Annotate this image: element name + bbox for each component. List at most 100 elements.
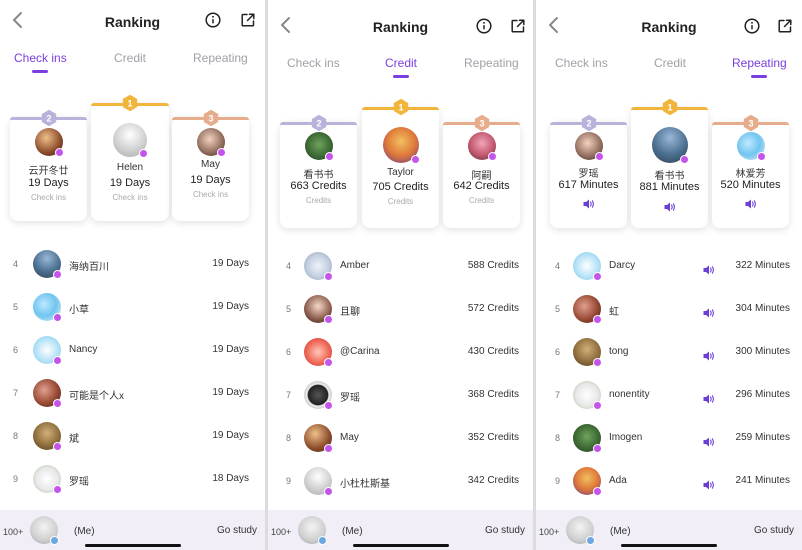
svg-text:1: 1 xyxy=(127,98,132,108)
share-icon[interactable] xyxy=(777,18,793,34)
list-item[interactable]: 7 可能是个人x 19 Days xyxy=(0,373,265,413)
avatar[interactable] xyxy=(573,381,602,410)
avatar[interactable] xyxy=(573,295,602,324)
podium-subtitle: Credits xyxy=(387,197,414,206)
back-chevron-icon[interactable] xyxy=(8,10,28,30)
tab-credit[interactable]: Credit xyxy=(114,51,147,65)
podium-name: Helen xyxy=(116,162,144,173)
avatar[interactable] xyxy=(33,250,62,279)
speaker-icon[interactable] xyxy=(703,305,715,318)
rank-number: 9 xyxy=(555,476,561,486)
tab-check-ins[interactable]: Check ins xyxy=(555,56,608,70)
list-item[interactable]: 6 Nancy 19 Days xyxy=(0,330,265,370)
speaker-icon[interactable] xyxy=(583,196,595,209)
podium-value: 19 Days xyxy=(28,177,69,189)
speaker-icon[interactable] xyxy=(703,348,715,361)
avatar[interactable] xyxy=(304,467,333,496)
speaker-icon[interactable] xyxy=(664,199,676,212)
avatar[interactable] xyxy=(304,252,333,281)
tab-check-ins[interactable]: Check ins xyxy=(14,51,67,65)
avatar[interactable] xyxy=(33,379,62,408)
list-item[interactable]: 5 虹 304 Minutes xyxy=(536,289,802,329)
info-icon[interactable] xyxy=(744,18,760,34)
speaker-icon[interactable] xyxy=(703,391,715,404)
podium-card-rank-1[interactable]: 1 Taylor 705 Credits Credits xyxy=(362,98,439,228)
list-item[interactable]: 5 小草 19 Days xyxy=(0,287,265,327)
tab-repeating[interactable]: Repeating xyxy=(464,56,519,70)
list-item[interactable]: 8 Imogen 259 Minutes xyxy=(536,418,802,458)
tab-check-ins[interactable]: Check ins xyxy=(287,56,340,70)
podium-card-rank-2[interactable]: 2 云开冬廿 19 Days Check ins xyxy=(10,109,87,221)
share-icon[interactable] xyxy=(510,18,526,34)
rank-number: 6 xyxy=(13,345,19,355)
my-avatar[interactable] xyxy=(298,516,327,545)
podium-card-rank-3[interactable]: 3 May 19 Days Check ins xyxy=(172,109,249,221)
rank-value: 304 Minutes xyxy=(735,303,790,314)
podium-card-rank-1[interactable]: 1 看书书 881 Minutes xyxy=(631,98,708,228)
podium-card-rank-1[interactable]: 1 Helen 19 Days Check ins xyxy=(91,94,169,221)
my-avatar[interactable] xyxy=(566,516,595,545)
tab-credit[interactable]: Credit xyxy=(654,56,687,70)
avatar[interactable] xyxy=(304,338,333,367)
podium-card-rank-2[interactable]: 2 罗瑶 617 Minutes xyxy=(550,114,627,228)
avatar[interactable] xyxy=(33,293,62,322)
speaker-icon[interactable] xyxy=(703,262,715,275)
list-item[interactable]: 8 May 352 Credits xyxy=(268,418,533,458)
list-item[interactable]: 6 @Carina 430 Credits xyxy=(268,332,533,372)
list-item[interactable]: 7 罗瑶 368 Credits xyxy=(268,375,533,415)
go-study-button[interactable]: Go study xyxy=(216,525,257,536)
speaker-icon[interactable] xyxy=(703,434,715,447)
tab-repeating[interactable]: Repeating xyxy=(732,56,787,70)
user-name: tong xyxy=(609,346,629,357)
member-badge-icon xyxy=(324,152,334,161)
list-item[interactable]: 9 小杜杜斯基 342 Credits xyxy=(268,461,533,501)
list-item[interactable]: 7 nonentity 296 Minutes xyxy=(536,375,802,415)
back-chevron-icon[interactable] xyxy=(276,15,296,35)
list-item[interactable]: 6 tong 300 Minutes xyxy=(536,332,802,372)
member-badge-icon xyxy=(53,356,62,365)
share-icon[interactable] xyxy=(240,12,256,28)
rank-number: 4 xyxy=(286,261,292,271)
member-badge-icon xyxy=(318,536,327,545)
my-avatar[interactable] xyxy=(30,516,59,545)
medal-icon: 1 xyxy=(392,98,410,116)
avatar[interactable] xyxy=(573,338,602,367)
avatar[interactable] xyxy=(33,336,62,365)
user-name: Ada xyxy=(609,475,627,486)
podium-card-rank-3[interactable]: 3 阿嗣 642 Credits Credits xyxy=(443,114,520,228)
member-badge-icon xyxy=(324,401,333,410)
info-icon[interactable] xyxy=(205,12,221,28)
speaker-icon[interactable] xyxy=(745,196,757,209)
speaker-icon[interactable] xyxy=(703,477,715,490)
avatar[interactable] xyxy=(573,424,602,453)
avatar[interactable] xyxy=(304,381,333,410)
list-item[interactable]: 9 罗瑶 18 Days xyxy=(0,459,265,499)
user-name: 罗瑶 xyxy=(69,477,89,488)
list-item[interactable]: 4 Amber 588 Credits xyxy=(268,246,533,286)
user-name: 小草 xyxy=(69,305,89,316)
list-item[interactable]: 8 斌 19 Days xyxy=(0,416,265,456)
avatar[interactable] xyxy=(573,252,602,281)
info-icon[interactable] xyxy=(476,18,492,34)
list-item[interactable]: 9 Ada 241 Minutes xyxy=(536,461,802,501)
tab-repeating[interactable]: Repeating xyxy=(193,51,248,65)
tab-credit[interactable]: Credit xyxy=(385,56,418,70)
go-study-button[interactable]: Go study xyxy=(484,525,525,536)
rank-value: 430 Credits xyxy=(467,346,519,357)
medal-icon: 3 xyxy=(742,114,760,132)
back-chevron-icon[interactable] xyxy=(544,15,564,35)
podium-subtitle: Credits xyxy=(305,196,332,205)
list-item[interactable]: 5 且聊 572 Credits xyxy=(268,289,533,329)
go-study-button[interactable]: Go study xyxy=(753,525,794,536)
avatar[interactable] xyxy=(304,424,333,453)
list-item[interactable]: 4 海纳百川 19 Days xyxy=(0,244,265,284)
rank-value: 19 Days xyxy=(212,387,249,398)
page-title: Ranking xyxy=(104,14,161,30)
avatar[interactable] xyxy=(33,465,62,494)
avatar[interactable] xyxy=(573,467,602,496)
list-item[interactable]: 4 Darcy 322 Minutes xyxy=(536,246,802,286)
avatar[interactable] xyxy=(304,295,333,324)
podium-card-rank-3[interactable]: 3 林爱芳 520 Minutes xyxy=(712,114,789,228)
podium-card-rank-2[interactable]: 2 看书书 663 Credits Credits xyxy=(280,114,357,228)
avatar[interactable] xyxy=(33,422,62,451)
